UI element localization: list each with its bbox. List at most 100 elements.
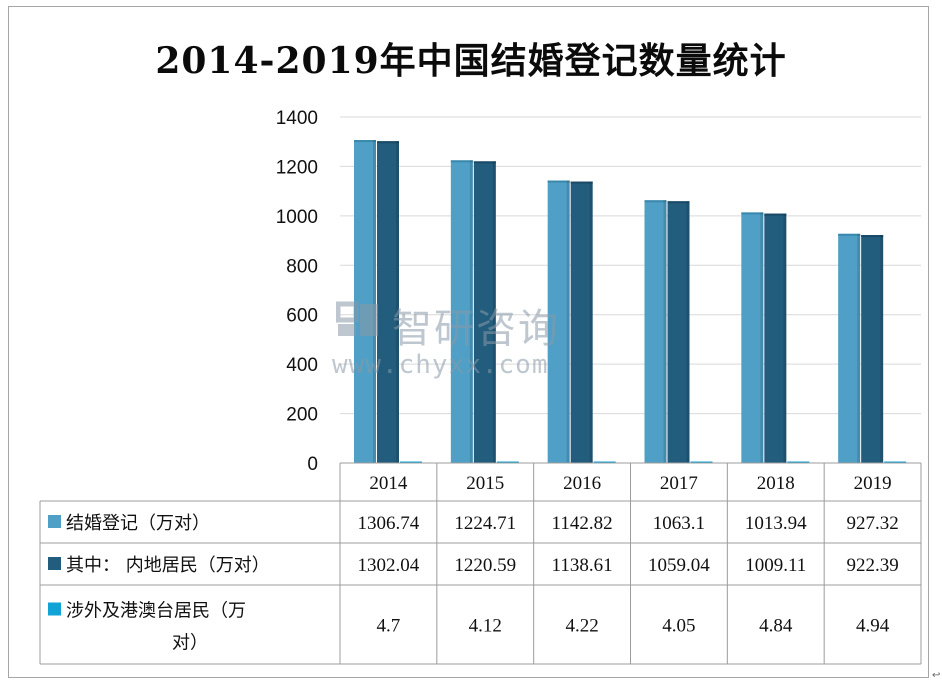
legend-label: 结婚登记（万对） xyxy=(66,513,210,534)
bar-shade xyxy=(783,213,787,463)
chyxx-logo-icon xyxy=(336,301,378,336)
bar-body xyxy=(861,235,884,463)
bar-top xyxy=(741,212,764,215)
bar xyxy=(690,461,713,463)
data-label: 4.84 xyxy=(759,616,793,637)
data-label: 1224.71 xyxy=(454,513,516,534)
x-tick-label: 2017 xyxy=(660,473,698,494)
bar xyxy=(593,461,616,463)
bar-body xyxy=(838,233,861,463)
y-tick-label: 400 xyxy=(286,355,318,376)
bar-body xyxy=(593,461,616,463)
data-label: 1059.04 xyxy=(648,555,710,576)
data-label: 1142.82 xyxy=(552,513,613,534)
data-label: 922.39 xyxy=(846,555,898,576)
bar-body xyxy=(741,212,764,463)
x-tick-label: 2018 xyxy=(757,473,795,494)
bar-top xyxy=(644,200,667,203)
bar-body xyxy=(884,461,907,463)
bar xyxy=(473,161,496,463)
bar-top xyxy=(473,161,496,164)
bar-body xyxy=(473,161,496,463)
y-tick-label: 0 xyxy=(307,454,318,475)
bar xyxy=(377,141,399,463)
bar xyxy=(838,233,861,463)
grid-lines xyxy=(340,116,921,464)
bar-shade xyxy=(469,160,473,464)
data-label: 1063.1 xyxy=(653,513,705,534)
bar-body xyxy=(667,201,690,464)
bar xyxy=(764,213,787,463)
bar-top xyxy=(570,181,593,184)
legend-swatch xyxy=(48,515,61,528)
bar-body xyxy=(400,461,422,463)
bars xyxy=(354,140,907,464)
bar xyxy=(570,181,593,463)
bar-body xyxy=(787,461,810,463)
y-tick-label: 600 xyxy=(286,306,318,327)
y-axis: 0 200 400 600 800 1000 1200 1400 xyxy=(276,108,318,475)
y-tick-label: 1200 xyxy=(276,157,318,178)
bar-top xyxy=(764,213,787,216)
bar-top xyxy=(667,201,690,204)
bar-shade xyxy=(880,235,884,463)
data-label: 1013.94 xyxy=(745,513,807,534)
y-tick-label: 1400 xyxy=(276,108,318,129)
bar-top xyxy=(450,160,473,163)
bar-shade xyxy=(589,181,593,463)
data-label: 4.22 xyxy=(565,616,598,637)
bar-body xyxy=(644,200,667,463)
bar xyxy=(884,461,907,463)
data-table: 2014 2015 2016 2017 2018 2019 结婚登记（万对） 1306.74 1… xyxy=(39,462,922,665)
legend-swatch xyxy=(48,557,61,570)
bar-shade xyxy=(686,201,690,464)
bar xyxy=(547,180,570,464)
watermark-text: 智研咨询 xyxy=(392,306,560,352)
bar-shade xyxy=(396,141,399,463)
bar-shade xyxy=(373,140,376,464)
bar-body xyxy=(496,461,519,463)
x-tick-label: 2015 xyxy=(466,473,504,494)
y-tick-label: 1000 xyxy=(276,207,318,228)
bar-top xyxy=(861,235,884,238)
y-tick-label: 800 xyxy=(286,256,318,277)
bar-top xyxy=(354,140,376,143)
bar-top xyxy=(377,141,399,144)
data-label: 927.32 xyxy=(846,513,898,534)
bar-shade xyxy=(663,200,667,463)
bar-body xyxy=(354,140,376,464)
bar-shade xyxy=(566,180,570,464)
chart-title: 2014-2019年中国结婚登记数量统计 xyxy=(155,40,787,82)
legend-label: 其中： 内地居民（万对） xyxy=(66,555,270,576)
data-label: 4.94 xyxy=(856,616,890,637)
x-tick-label: 2016 xyxy=(563,473,601,494)
y-tick-label: 200 xyxy=(286,405,318,426)
legend-label-line: 涉外及港澳台居民（万 xyxy=(66,601,246,622)
legend-label-line: 对） xyxy=(172,633,208,654)
bar-shade xyxy=(857,233,861,463)
watermark-url: www.chyxx.com xyxy=(332,350,549,380)
data-label: 1306.74 xyxy=(358,513,420,534)
data-label: 1009.11 xyxy=(745,555,806,576)
data-label: 4.12 xyxy=(469,616,502,637)
legend-label: 涉外及港澳台居民（万对） xyxy=(66,601,246,654)
data-label: 4.05 xyxy=(662,616,695,637)
bar-body xyxy=(690,461,713,463)
bar xyxy=(741,212,764,463)
x-tick-label: 2014 xyxy=(369,473,408,494)
bar xyxy=(450,160,473,464)
bar xyxy=(644,200,667,463)
legend-swatch xyxy=(48,602,61,616)
bar-body xyxy=(450,160,473,464)
bar-body xyxy=(764,213,787,463)
bar xyxy=(496,461,519,463)
data-label: 1220.59 xyxy=(454,555,516,576)
bar-body xyxy=(570,181,593,463)
data-label: 1138.61 xyxy=(552,555,613,576)
data-label: 4.7 xyxy=(377,616,401,637)
bar-shade xyxy=(760,212,764,463)
bar xyxy=(667,201,690,464)
corner-mark: ↩ xyxy=(932,670,941,681)
bar-top xyxy=(547,180,570,183)
